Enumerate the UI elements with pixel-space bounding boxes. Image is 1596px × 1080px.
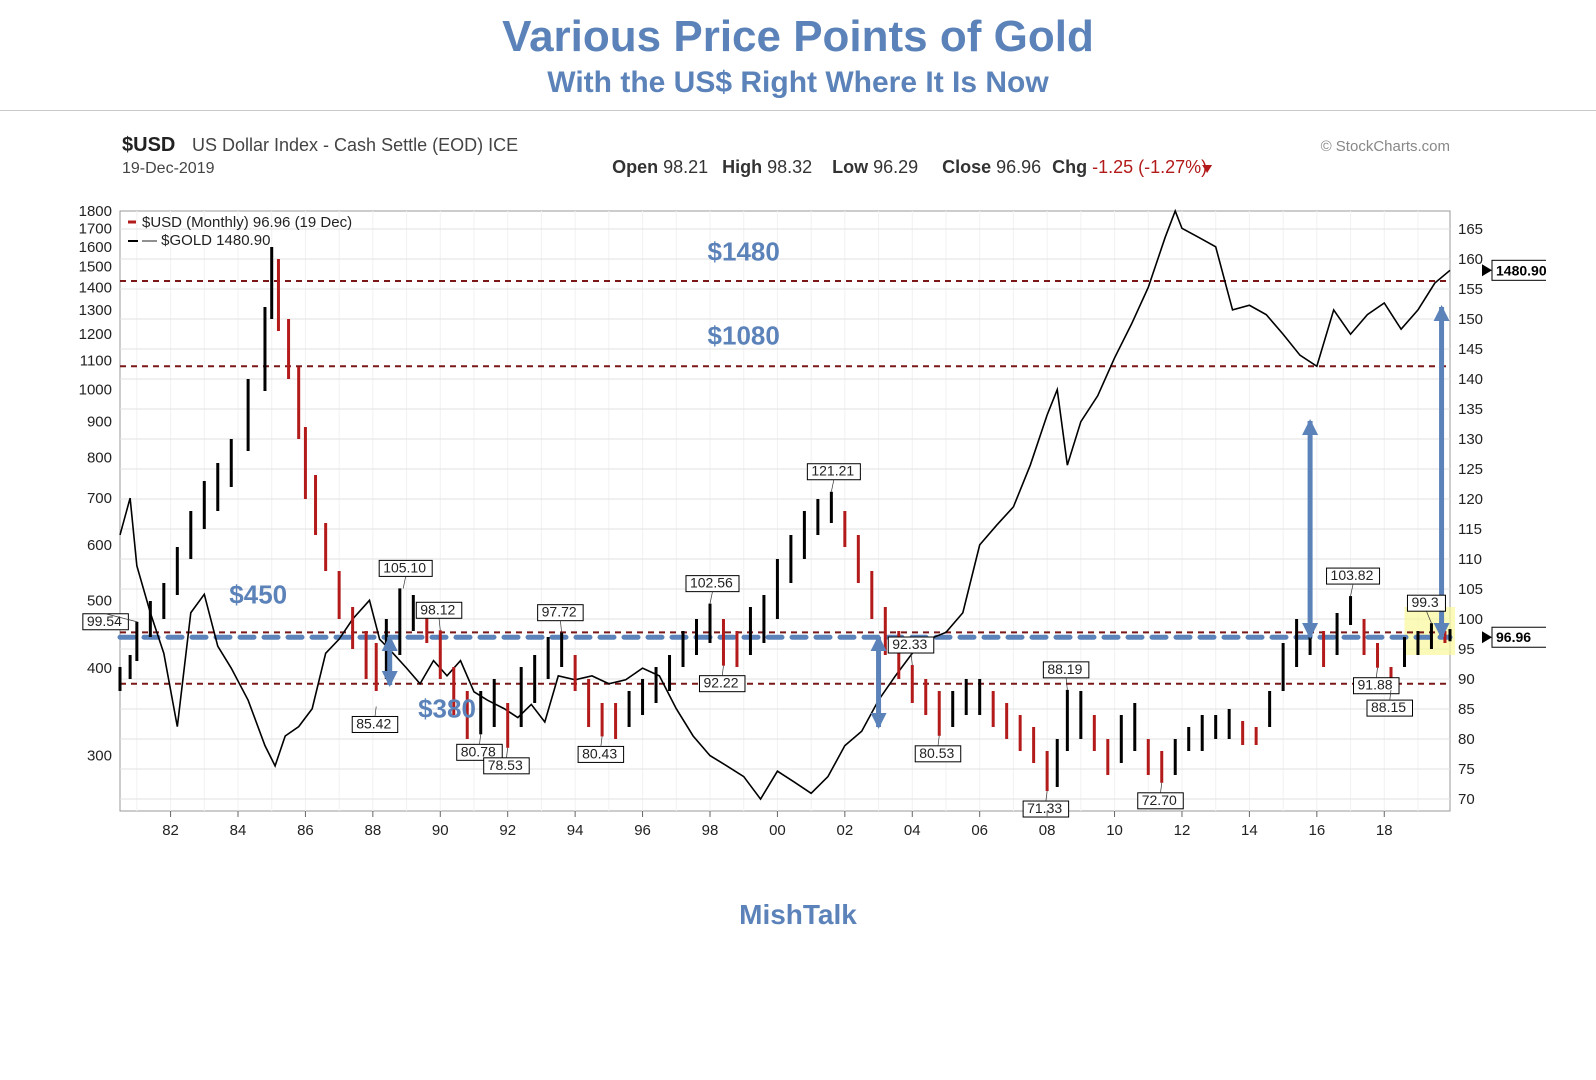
svg-text:$450: $450: [229, 579, 287, 609]
svg-text:80: 80: [1458, 731, 1475, 748]
chart-title: Various Price Points of Gold: [0, 0, 1596, 62]
svg-text:103.82: 103.82: [1331, 567, 1374, 583]
svg-text:1500: 1500: [79, 258, 112, 275]
svg-text:145: 145: [1458, 341, 1483, 358]
svg-text:1300: 1300: [79, 302, 112, 319]
svg-text:$380: $380: [418, 694, 476, 724]
svg-text:97.72: 97.72: [542, 604, 577, 620]
svg-text:$1080: $1080: [708, 321, 780, 351]
svg-text:130: 130: [1458, 431, 1483, 448]
svg-text:92.22: 92.22: [703, 675, 738, 691]
svg-text:04: 04: [904, 822, 921, 839]
svg-text:12: 12: [1174, 822, 1191, 839]
svg-text:02: 02: [836, 822, 853, 839]
svg-text:120: 120: [1458, 491, 1483, 508]
svg-text:92.33: 92.33: [892, 636, 927, 652]
svg-text:98.12: 98.12: [420, 601, 455, 617]
svg-text:78.53: 78.53: [488, 757, 523, 773]
svg-text:102.56: 102.56: [690, 575, 733, 591]
svg-text:400: 400: [87, 660, 112, 677]
svg-text:98: 98: [702, 822, 719, 839]
svg-text:96: 96: [634, 822, 651, 839]
svg-text:85.42: 85.42: [356, 715, 391, 731]
svg-text:99.54: 99.54: [87, 613, 122, 629]
svg-text:$USD: $USD: [122, 134, 175, 156]
svg-text:165: 165: [1458, 221, 1483, 238]
svg-text:$1480: $1480: [708, 236, 780, 266]
svg-text:155: 155: [1458, 281, 1483, 298]
svg-text:92: 92: [499, 822, 516, 839]
svg-text:140: 140: [1458, 371, 1483, 388]
svg-text:700: 700: [87, 490, 112, 507]
svg-text:Low 96.29: Low 96.29: [832, 157, 918, 177]
svg-text:1400: 1400: [79, 279, 112, 296]
svg-text:1480.90: 1480.90: [1496, 262, 1546, 278]
svg-text:00: 00: [769, 822, 786, 839]
svg-text:100: 100: [1458, 611, 1483, 628]
svg-text:95: 95: [1458, 641, 1475, 658]
svg-text:160: 160: [1458, 251, 1483, 268]
svg-text:125: 125: [1458, 461, 1483, 478]
svg-text:96.96: 96.96: [1496, 629, 1531, 645]
svg-text:90: 90: [432, 822, 449, 839]
svg-text:115: 115: [1458, 521, 1482, 538]
svg-text:80.53: 80.53: [919, 745, 954, 761]
svg-text:1100: 1100: [80, 353, 112, 370]
svg-text:71.33: 71.33: [1027, 800, 1062, 816]
svg-text:86: 86: [297, 822, 314, 839]
svg-text:85: 85: [1458, 701, 1475, 718]
svg-text:80.43: 80.43: [582, 745, 617, 761]
svg-text:High 98.32: High 98.32: [722, 157, 812, 177]
svg-text:— $GOLD 1480.90: — $GOLD 1480.90: [142, 232, 270, 249]
divider: [0, 110, 1596, 111]
svg-text:1000: 1000: [79, 382, 112, 399]
svg-text:© StockCharts.com: © StockCharts.com: [1321, 138, 1450, 155]
svg-text:135: 135: [1458, 401, 1483, 418]
svg-text:1600: 1600: [79, 239, 112, 256]
svg-text:1200: 1200: [79, 326, 112, 343]
svg-text:94: 94: [567, 822, 584, 839]
svg-text:121.21: 121.21: [811, 463, 854, 479]
svg-text:$USD (Monthly) 96.96 (19 Dec): $USD (Monthly) 96.96 (19 Dec): [142, 214, 352, 231]
chart-footer: MishTalk: [0, 899, 1596, 931]
svg-text:US Dollar Index - Cash Settle: US Dollar Index - Cash Settle (EOD) ICE: [192, 135, 518, 155]
chart-page: { "titles": { "main": "Various Price Poi…: [0, 0, 1596, 1080]
svg-text:110: 110: [1458, 551, 1482, 568]
svg-text:75: 75: [1458, 761, 1475, 778]
svg-text:19-Dec-2019: 19-Dec-2019: [122, 160, 215, 177]
svg-text:900: 900: [87, 414, 112, 431]
svg-text:88: 88: [365, 822, 382, 839]
svg-text:88.19: 88.19: [1047, 661, 1082, 677]
svg-text:Chg -1.25 (-1.27%): Chg -1.25 (-1.27%): [1052, 157, 1207, 177]
svg-text:150: 150: [1458, 311, 1483, 328]
svg-text:16: 16: [1308, 822, 1325, 839]
svg-text:Close 96.96: Close 96.96: [942, 157, 1041, 177]
svg-text:72.70: 72.70: [1142, 792, 1177, 808]
chart-container: $USD US Dollar Index - Cash Settle (EOD) …: [50, 121, 1546, 881]
svg-text:300: 300: [87, 748, 112, 765]
svg-text:600: 600: [87, 537, 112, 554]
svg-text:1800: 1800: [79, 203, 112, 220]
svg-text:14: 14: [1241, 822, 1258, 839]
svg-text:90: 90: [1458, 671, 1475, 688]
svg-text:1700: 1700: [79, 220, 112, 237]
svg-text:18: 18: [1376, 822, 1393, 839]
svg-text:99.3: 99.3: [1411, 594, 1438, 610]
svg-text:82: 82: [162, 822, 179, 839]
svg-text:105.10: 105.10: [383, 559, 426, 575]
svg-text:88.15: 88.15: [1371, 699, 1406, 715]
svg-text:91.88: 91.88: [1358, 677, 1393, 693]
price-chart: $USD US Dollar Index - Cash Settle (EOD) …: [50, 121, 1546, 881]
svg-text:10: 10: [1106, 822, 1123, 839]
svg-text:800: 800: [87, 449, 112, 466]
svg-text:Open 98.21: Open 98.21: [612, 157, 708, 177]
svg-text:500: 500: [87, 592, 112, 609]
svg-text:84: 84: [230, 822, 247, 839]
svg-text:70: 70: [1458, 791, 1475, 808]
svg-text:08: 08: [1039, 822, 1056, 839]
svg-text:105: 105: [1458, 581, 1483, 598]
svg-text:06: 06: [971, 822, 988, 839]
chart-subtitle: With the US$ Right Where It Is Now: [0, 66, 1596, 100]
